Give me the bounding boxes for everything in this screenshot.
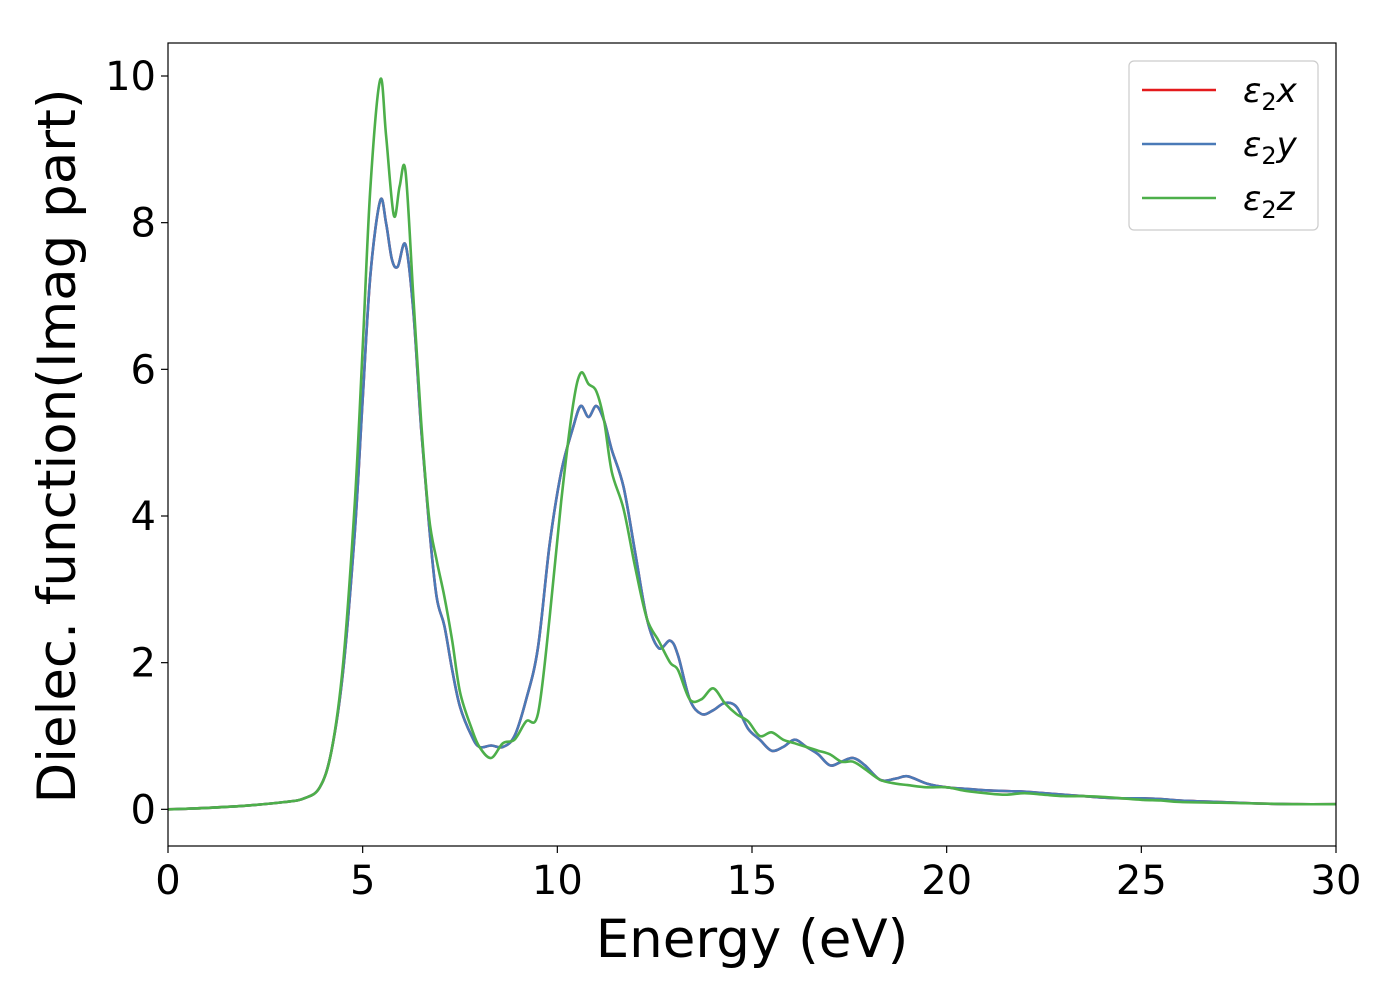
x-axis-ticks: 0 5 10 15 20 25 30 — [155, 846, 1361, 904]
x-tick-label: 10 — [532, 858, 583, 904]
legend: ε2x ε2y ε2z — [1128, 60, 1319, 231]
y-tick-label: 10 — [105, 54, 156, 100]
x-tick-label: 30 — [1311, 858, 1362, 904]
series-layer — [167, 77, 1337, 811]
x-tick-label: 15 — [727, 858, 778, 904]
y-tick-label: 6 — [131, 347, 156, 393]
y-axis-label: Dielec. function(Imag part) — [27, 88, 88, 803]
y-tick-label: 8 — [131, 201, 156, 247]
x-tick-label: 5 — [350, 858, 375, 904]
y-axis-ticks: 0 2 4 6 8 10 — [105, 54, 168, 833]
x-tick-label: 0 — [155, 858, 180, 904]
x-tick-label: 20 — [921, 858, 972, 904]
x-tick-label: 25 — [1116, 858, 1167, 904]
legend-label-e2y: ε2y — [1243, 125, 1298, 170]
series-line-e2y — [167, 197, 1337, 811]
legend-label-e2x: ε2x — [1243, 71, 1298, 116]
legend-label-e2z: ε2z — [1243, 179, 1296, 224]
y-tick-label: 4 — [131, 494, 156, 540]
series-line-e2z — [167, 77, 1337, 811]
legend-box — [1128, 60, 1319, 231]
y-tick-label: 2 — [131, 641, 156, 687]
x-axis-label: Energy (eV) — [596, 909, 909, 970]
y-tick-label: 0 — [131, 787, 156, 833]
